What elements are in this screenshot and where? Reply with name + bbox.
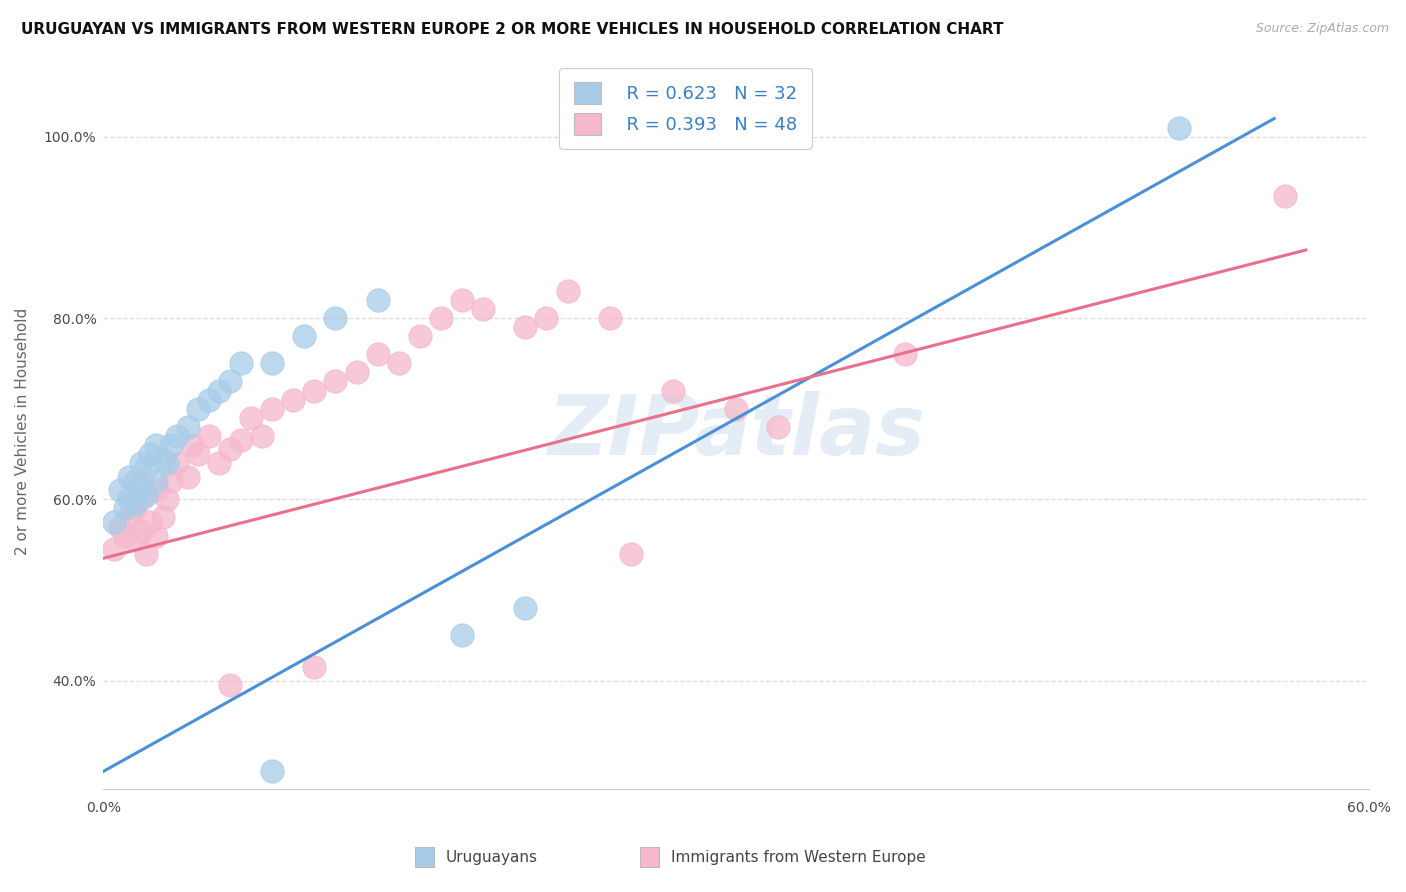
Point (536, 311, 558, 326)
Legend:   R = 0.623   N = 32,   R = 0.393   N = 48: R = 0.623 N = 32, R = 0.393 N = 48 (560, 68, 811, 149)
Point (135, 488, 157, 502)
Point (599, 311, 621, 326)
Point (515, 601, 537, 615)
Point (198, 429, 221, 443)
Point (557, 284, 579, 298)
Point (292, 329, 315, 343)
Point (160, 438, 183, 452)
Point (118, 510, 141, 524)
Point (135, 460, 157, 475)
Point (177, 419, 200, 434)
Point (388, 356, 411, 370)
Point (131, 524, 153, 538)
Point (208, 384, 231, 398)
Point (110, 483, 132, 498)
Point (219, 678, 242, 692)
Point (110, 519, 132, 533)
Point (131, 479, 153, 493)
Point (325, 375, 347, 389)
Point (304, 384, 326, 398)
Point (472, 301, 495, 316)
Point (118, 492, 141, 507)
Point (124, 474, 146, 488)
Point (166, 429, 188, 443)
Point (114, 528, 136, 542)
Point (114, 501, 136, 516)
Point (131, 456, 153, 470)
Text: Immigrants from Western Europe: Immigrants from Western Europe (671, 850, 925, 864)
Text: ZIPatlas: ZIPatlas (547, 391, 925, 472)
Point (367, 293, 389, 307)
Point (198, 392, 221, 407)
Y-axis label: 2 or more Vehicles in Household: 2 or more Vehicles in Household (15, 308, 30, 555)
Point (262, 356, 284, 370)
Point (367, 347, 389, 361)
Point (620, 547, 643, 561)
Text: Uruguayans: Uruguayans (446, 850, 537, 864)
Bar (640, 847, 659, 867)
Point (283, 392, 305, 407)
Point (135, 547, 157, 561)
Point (124, 497, 146, 511)
Point (145, 528, 167, 542)
Point (725, 401, 748, 416)
Point (124, 533, 146, 548)
Point (156, 456, 179, 470)
Point (262, 401, 284, 416)
Point (124, 501, 146, 516)
Point (181, 438, 204, 452)
Point (152, 510, 174, 524)
Point (409, 329, 432, 343)
Point (156, 492, 179, 507)
Point (139, 447, 162, 461)
Point (1274, 188, 1296, 202)
Point (451, 293, 474, 307)
Point (208, 456, 231, 470)
Point (160, 474, 183, 488)
Point (768, 419, 790, 434)
Point (451, 628, 474, 642)
Point (894, 347, 917, 361)
Point (219, 375, 242, 389)
Bar (415, 847, 434, 867)
Point (145, 483, 167, 498)
Point (250, 429, 273, 443)
Text: Source: ZipAtlas.com: Source: ZipAtlas.com (1256, 22, 1389, 36)
Point (346, 365, 368, 379)
Point (177, 469, 200, 483)
Point (304, 660, 326, 674)
Point (1168, 120, 1191, 135)
Point (152, 451, 174, 466)
Point (187, 401, 209, 416)
Point (131, 492, 153, 507)
Point (262, 764, 284, 779)
Point (103, 542, 125, 557)
Point (229, 356, 252, 370)
Point (145, 474, 167, 488)
Point (240, 410, 263, 425)
Point (166, 456, 188, 470)
Point (325, 311, 347, 326)
Text: URUGUAYAN VS IMMIGRANTS FROM WESTERN EUROPE 2 OR MORE VEHICLES IN HOUSEHOLD CORR: URUGUAYAN VS IMMIGRANTS FROM WESTERN EUR… (21, 22, 1004, 37)
Point (430, 311, 453, 326)
Point (139, 515, 162, 529)
Point (219, 442, 242, 457)
Point (229, 434, 252, 448)
Point (187, 447, 209, 461)
Point (118, 469, 141, 483)
Point (145, 438, 167, 452)
Point (515, 320, 537, 334)
Point (662, 384, 685, 398)
Point (103, 515, 125, 529)
